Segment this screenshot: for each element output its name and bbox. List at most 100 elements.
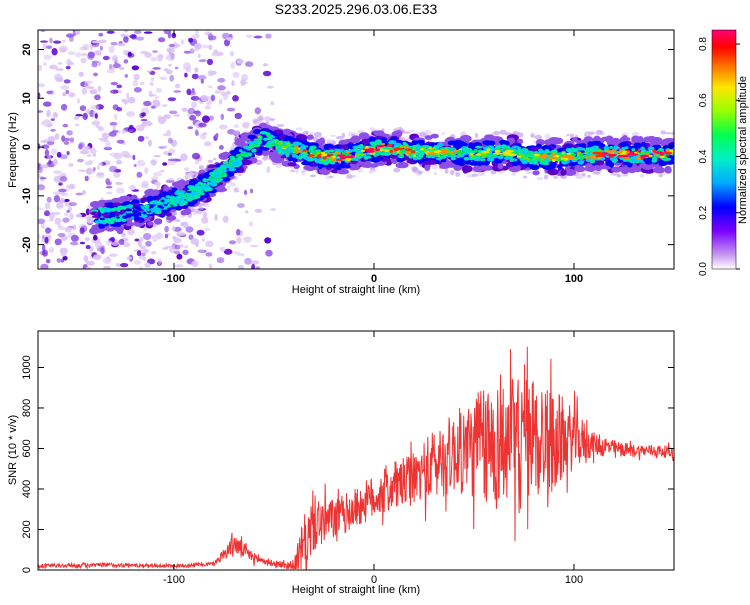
noise-speckle [67,61,75,66]
noise-speckle [86,154,92,157]
ridge-peak [427,152,437,155]
noise-speckle [59,45,68,53]
ridge-blob [440,158,447,163]
noise-speckle [66,209,70,213]
noise-speckle [58,182,63,186]
snr-series-line [38,346,674,570]
ridge-blob [316,159,322,164]
halo-speckle [193,210,197,216]
ridge-blob [483,160,490,166]
y-tick-label: 10 [21,92,33,104]
noise-speckle [132,154,136,161]
noise-speckle [183,167,190,172]
ridge-blob [397,155,404,158]
halo-speckle [671,131,674,135]
noise-speckle [60,103,68,111]
halo-speckle [204,203,210,208]
noise-speckle [143,100,152,107]
noise-speckle [91,60,99,64]
noise-speckle [94,241,103,249]
noise-speckle [64,226,72,233]
ridge-blob [116,216,120,219]
ridge-blob [202,182,207,187]
noise-speckle [105,240,113,246]
noise-speckle [68,183,76,190]
noise-speckle [111,55,118,62]
ridge-blob [193,187,197,191]
noise-speckle [168,44,175,47]
noise-speckle [75,213,83,218]
noise-speckle [40,30,46,33]
noise-speckle [123,59,129,64]
ridge-blob [576,146,584,151]
ridge-blob [132,216,141,221]
noise-speckle [197,249,205,253]
ridge-blob [216,167,225,171]
noise-speckle [38,83,46,88]
noise-speckle [106,191,113,195]
noise-speckle [45,259,51,264]
noise-speckle [164,225,169,233]
ridge-blob [518,150,522,153]
noise-speckle [83,81,91,89]
ridge-blob [368,137,376,142]
noise-speckle [121,98,126,103]
ridge-blob [229,159,232,163]
ridge-blob [547,168,559,176]
noise-speckle [56,258,61,263]
ridge-blob [277,150,283,155]
noise-speckle [210,70,217,75]
noise-speckle [265,249,273,257]
halo-speckle [525,170,531,175]
noise-speckle [166,69,173,75]
noise-speckle [89,89,98,95]
noise-speckle [176,253,183,260]
noise-speckle [180,153,188,161]
ridge-blob [608,162,615,168]
noise-speckle [141,112,147,117]
noise-speckle [263,63,268,67]
ridge-blob [322,161,329,166]
ridge-blob [329,149,335,153]
noise-speckle [88,159,94,165]
noise-speckle [189,114,197,121]
ridge-blob [287,162,297,167]
noise-speckle [216,51,224,57]
noise-speckle [204,141,212,147]
ridge-blob [140,214,148,218]
ridge-blob [194,183,200,188]
ridge-blob [242,152,248,156]
noise-speckle [97,126,104,132]
ridge-blob [526,158,531,162]
ridge-blob [427,154,433,158]
ridge-blob [187,185,195,190]
noise-speckle [143,233,152,240]
noise-speckle [205,240,214,248]
halo-speckle [566,133,570,136]
ridge-blob [668,149,674,153]
noise-speckle [63,137,70,142]
noise-speckle [183,50,191,54]
halo-speckle [314,131,322,138]
ridge-peak [410,150,416,153]
ridge-blob [358,132,370,140]
ridge-blob [598,142,604,146]
noise-speckle [144,167,149,175]
ridge-blob [509,158,514,162]
ridge-peak [438,151,449,155]
ridge-blob [512,145,520,149]
halo-speckle [183,175,190,178]
ridge-blob [470,154,475,159]
noise-speckle [128,129,134,133]
noise-speckle [70,234,79,242]
noise-speckle [121,232,126,238]
noise-speckle [266,166,271,174]
ridge-blob [500,144,508,149]
ridge-blob [154,219,162,225]
noise-speckle [133,73,140,81]
noise-speckle [93,234,98,241]
noise-speckle [180,39,184,45]
noise-speckle [167,97,177,102]
colorbar-label: Normalized spectral amplitude [737,76,749,224]
